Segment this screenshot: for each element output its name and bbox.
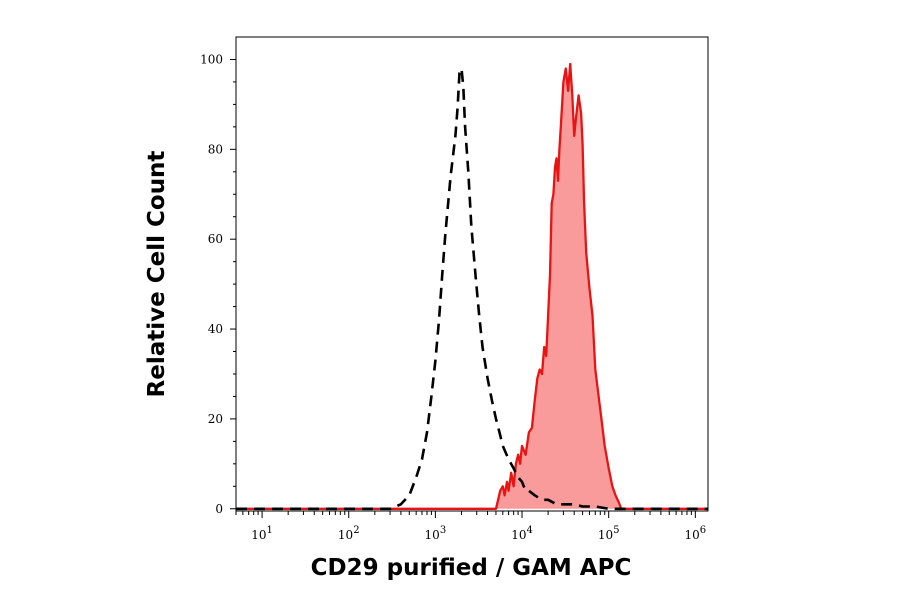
x-tick-label: 101 [251,525,273,542]
stained-histogram-fill [236,64,708,509]
y-tick-label: 20 [208,412,223,426]
stained-histogram-line [236,62,708,510]
y-tick-label: 40 [208,322,223,336]
x-tick-label: 105 [598,525,620,542]
y-axis: 0 20 40 60 80 100 [200,52,236,516]
y-tick-label: 60 [208,232,223,246]
x-tick-label: 102 [338,525,360,542]
y-tick-label: 100 [200,52,223,66]
isotype-control-dashed-line [236,67,708,511]
y-tick-label: 0 [215,502,223,516]
x-tick-label: 103 [425,525,447,542]
y-tick-label: 80 [208,142,223,156]
data-layer [236,62,708,511]
x-axis-title: CD29 purified / GAM APC [311,555,632,581]
x-tick-label: 106 [685,525,707,542]
x-axis: 101 102 103 104 105 106 [235,511,707,542]
plot-area [235,36,709,512]
plot-frame [235,36,709,512]
x-tick-label: 104 [511,525,533,542]
y-axis-title: Relative Cell Count [144,151,170,398]
